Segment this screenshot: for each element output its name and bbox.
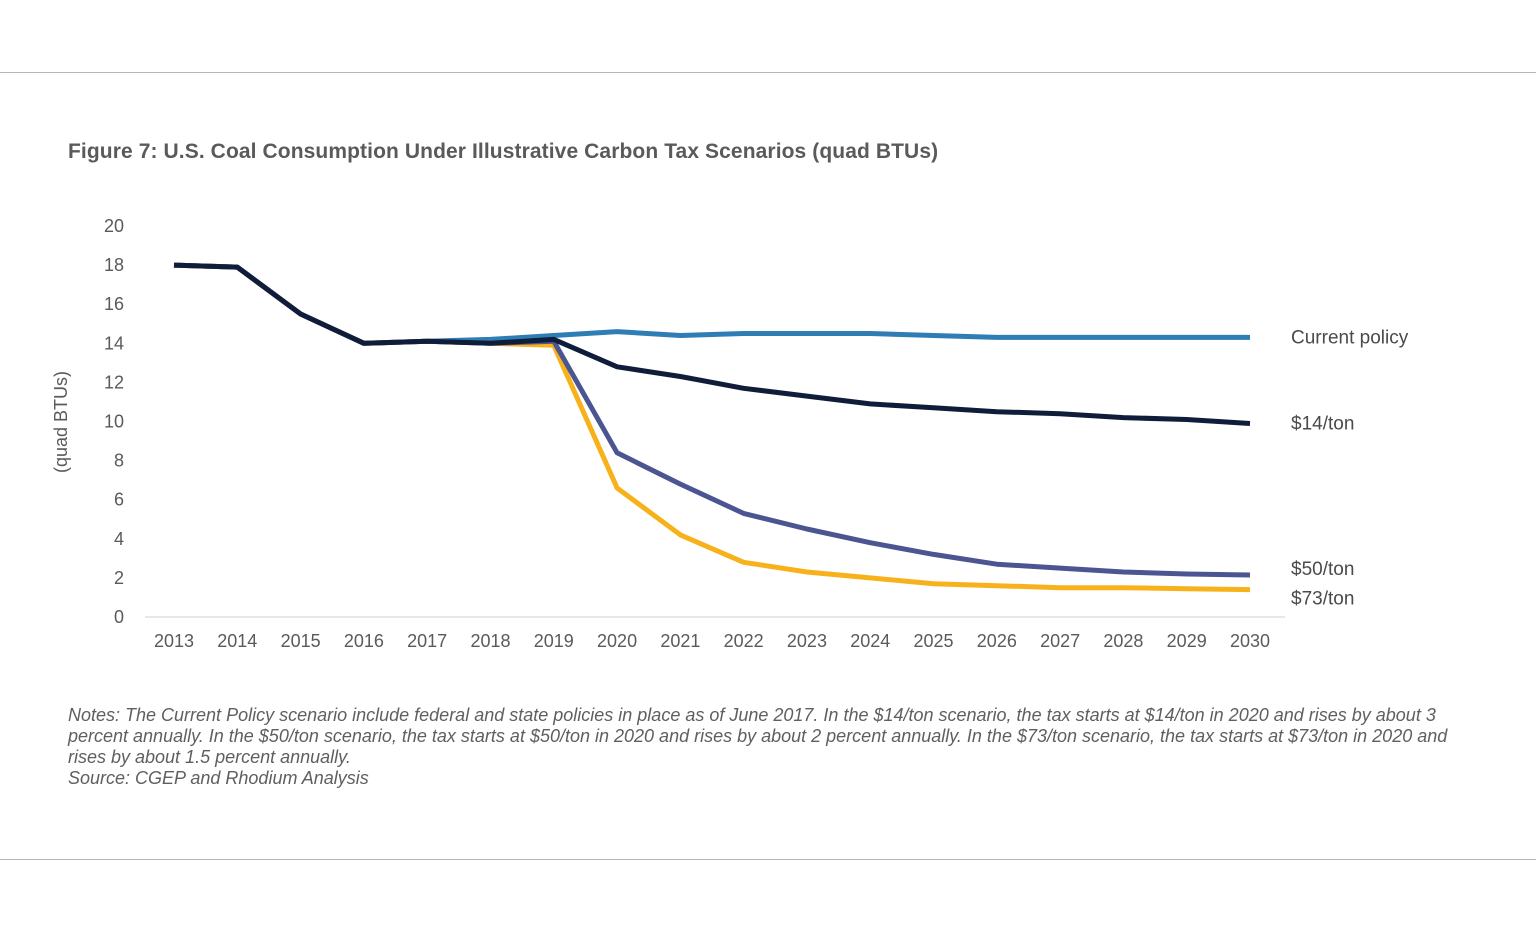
x-tick-label: 2019 bbox=[534, 631, 574, 651]
series-line-50-ton bbox=[173, 262, 1251, 578]
y-tick-label: 16 bbox=[104, 294, 124, 314]
top-divider bbox=[0, 72, 1536, 73]
x-tick-label: 2013 bbox=[154, 631, 194, 651]
y-tick-label: 0 bbox=[114, 607, 124, 627]
x-tick-label: 2026 bbox=[977, 631, 1017, 651]
x-tick-label: 2023 bbox=[787, 631, 827, 651]
series-line-14-ton bbox=[173, 262, 1251, 426]
x-tick-label: 2024 bbox=[850, 631, 890, 651]
series-labels: Current policy $73/ton $50/ton $14/ton bbox=[1291, 327, 1409, 609]
x-tick-label: 2015 bbox=[281, 631, 321, 651]
x-tick-label: 2025 bbox=[914, 631, 954, 651]
y-tick-label: 2 bbox=[114, 568, 124, 588]
y-tick-label: 14 bbox=[104, 333, 124, 353]
y-axis-label: (quad BTUs) bbox=[51, 371, 71, 473]
y-tick-label: 6 bbox=[114, 490, 124, 510]
y-tick-label: 4 bbox=[114, 529, 124, 549]
y-tick-label: 12 bbox=[104, 372, 124, 392]
series-label: $73/ton bbox=[1291, 589, 1354, 610]
y-axis-ticks: 0 2 4 6 8 10 12 14 16 18 20 bbox=[104, 216, 124, 627]
y-tick-label: 8 bbox=[114, 451, 124, 471]
x-tick-label: 2018 bbox=[470, 631, 510, 651]
series-lines bbox=[173, 262, 1251, 593]
x-tick-label: 2014 bbox=[217, 631, 257, 651]
y-tick-label: 10 bbox=[104, 412, 124, 432]
notes-text: Notes: The Current Policy scenario inclu… bbox=[68, 705, 1448, 767]
y-tick-label: 20 bbox=[104, 216, 124, 236]
figure-title: Figure 7: U.S. Coal Consumption Under Il… bbox=[68, 140, 939, 163]
figure-notes: Notes: The Current Policy scenario inclu… bbox=[68, 705, 1468, 789]
x-tick-label: 2016 bbox=[344, 631, 384, 651]
x-tick-label: 2028 bbox=[1103, 631, 1143, 651]
x-tick-label: 2020 bbox=[597, 631, 637, 651]
series-line-73-ton bbox=[173, 262, 1251, 593]
x-tick-label: 2017 bbox=[407, 631, 447, 651]
source-text: Source: CGEP and Rhodium Analysis bbox=[68, 768, 369, 788]
y-tick-label: 18 bbox=[104, 255, 124, 275]
series-label: $50/ton bbox=[1291, 559, 1354, 580]
x-tick-label: 2029 bbox=[1167, 631, 1207, 651]
series-label: $14/ton bbox=[1291, 413, 1354, 434]
x-tick-label: 2027 bbox=[1040, 631, 1080, 651]
x-axis-ticks: 2013 2014 2015 2016 2017 2018 2019 2020 2021 2022… bbox=[154, 631, 1270, 651]
bottom-divider bbox=[0, 859, 1536, 860]
x-tick-label: 2030 bbox=[1230, 631, 1270, 651]
series-label: Current policy bbox=[1291, 327, 1409, 348]
x-tick-label: 2021 bbox=[660, 631, 700, 651]
x-tick-label: 2022 bbox=[724, 631, 764, 651]
